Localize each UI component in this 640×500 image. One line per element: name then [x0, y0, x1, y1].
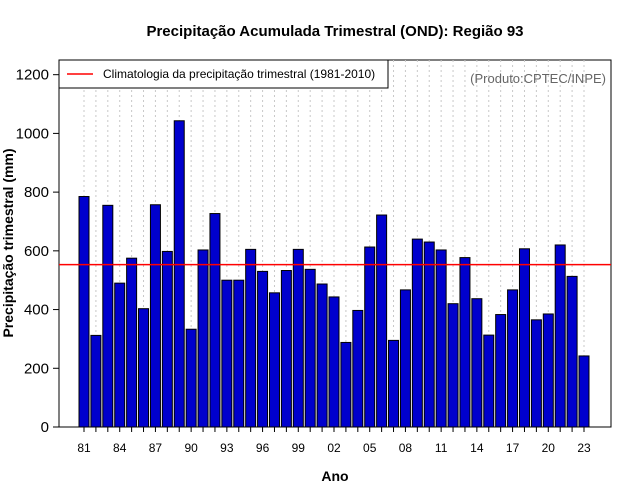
bar-1993	[221, 279, 233, 428]
x-tick-label: 87	[149, 441, 163, 455]
x-tick-label: 90	[184, 441, 198, 455]
bar-1989	[173, 120, 185, 428]
x-tick-label: 14	[470, 441, 484, 455]
bar-2013	[459, 257, 471, 428]
legend-box	[58, 59, 389, 89]
bar-1986	[138, 308, 150, 428]
bar-2003	[340, 341, 352, 428]
source-label: (Produto:CPTEC/INPE)	[470, 71, 606, 86]
bar-2006	[376, 214, 388, 428]
bar-2019	[530, 319, 542, 428]
bars	[78, 120, 590, 428]
bar-2020	[542, 313, 554, 428]
bar-2018	[518, 248, 530, 428]
bar-2004	[352, 309, 364, 428]
bar-1999	[292, 248, 304, 428]
y-tick-label: 1000	[16, 125, 49, 142]
bar-2000	[304, 268, 316, 428]
y-tick-label: 0	[41, 419, 49, 436]
bar-1985	[126, 257, 138, 428]
bar-2007	[388, 339, 400, 428]
bar-1983	[102, 204, 114, 428]
y-tick-label: 200	[24, 360, 49, 377]
legend-label: Climatologia da precipitação trimestral …	[103, 67, 375, 81]
bar-2011	[435, 249, 447, 428]
x-tick-label: 81	[77, 441, 91, 455]
bar-1988	[161, 250, 173, 428]
bar-2012	[447, 303, 459, 428]
chart-title: Precipitação Acumulada Trimestral (OND):…	[146, 23, 523, 40]
bar-1981	[78, 196, 90, 428]
bar-2010	[423, 241, 435, 428]
y-axis: 0 200 400 600 800 1000 1200	[16, 67, 59, 436]
bar-2017	[507, 289, 519, 428]
y-axis-title: Precipitação trimestral (mm)	[0, 148, 16, 337]
bar-1994	[233, 279, 245, 428]
y-tick-label: 400	[24, 302, 49, 319]
bar-2014	[471, 298, 483, 428]
bar-1995	[245, 248, 257, 428]
bar-1991	[197, 249, 209, 428]
bar-1992	[209, 213, 221, 428]
x-tick-label: 05	[363, 441, 377, 455]
bar-1982	[90, 334, 102, 428]
bar-2022	[566, 275, 578, 428]
bar-1984	[114, 282, 126, 428]
x-axis-title: Ano	[321, 468, 348, 484]
x-tick-label: 23	[577, 441, 591, 455]
x-axis: 81 84 87 90 93 96 99 02 05 08 11 14 17 20 23	[77, 427, 591, 455]
bar-1997	[268, 292, 280, 428]
x-tick-label: 93	[220, 441, 234, 455]
y-tick-label: 800	[24, 184, 49, 201]
bar-1996	[257, 270, 269, 428]
x-tick-label: 02	[327, 441, 341, 455]
x-tick-label: 20	[542, 441, 556, 455]
x-tick-label: 99	[292, 441, 306, 455]
x-tick-label: 96	[256, 441, 270, 455]
bar-2023	[578, 355, 590, 428]
bar-2001	[316, 283, 328, 428]
x-tick-label: 17	[506, 441, 520, 455]
bar-2016	[495, 314, 507, 428]
x-tick-label: 11	[435, 441, 448, 455]
x-tick-label: 84	[113, 441, 127, 455]
bar-2021	[554, 244, 566, 428]
y-tick-label: 1200	[16, 67, 49, 84]
bar-2015	[483, 334, 495, 428]
x-tick-label: 08	[399, 441, 413, 455]
bar-1987	[149, 204, 161, 428]
bar-1998	[280, 270, 292, 428]
bar-2008	[399, 289, 411, 428]
bar-2005	[364, 246, 376, 428]
legend: Climatologia da precipitação trimestral …	[58, 59, 389, 89]
bar-1990	[185, 328, 197, 428]
bar-2002	[328, 296, 340, 428]
y-tick-label: 600	[24, 243, 49, 260]
bar-2009	[411, 238, 423, 428]
